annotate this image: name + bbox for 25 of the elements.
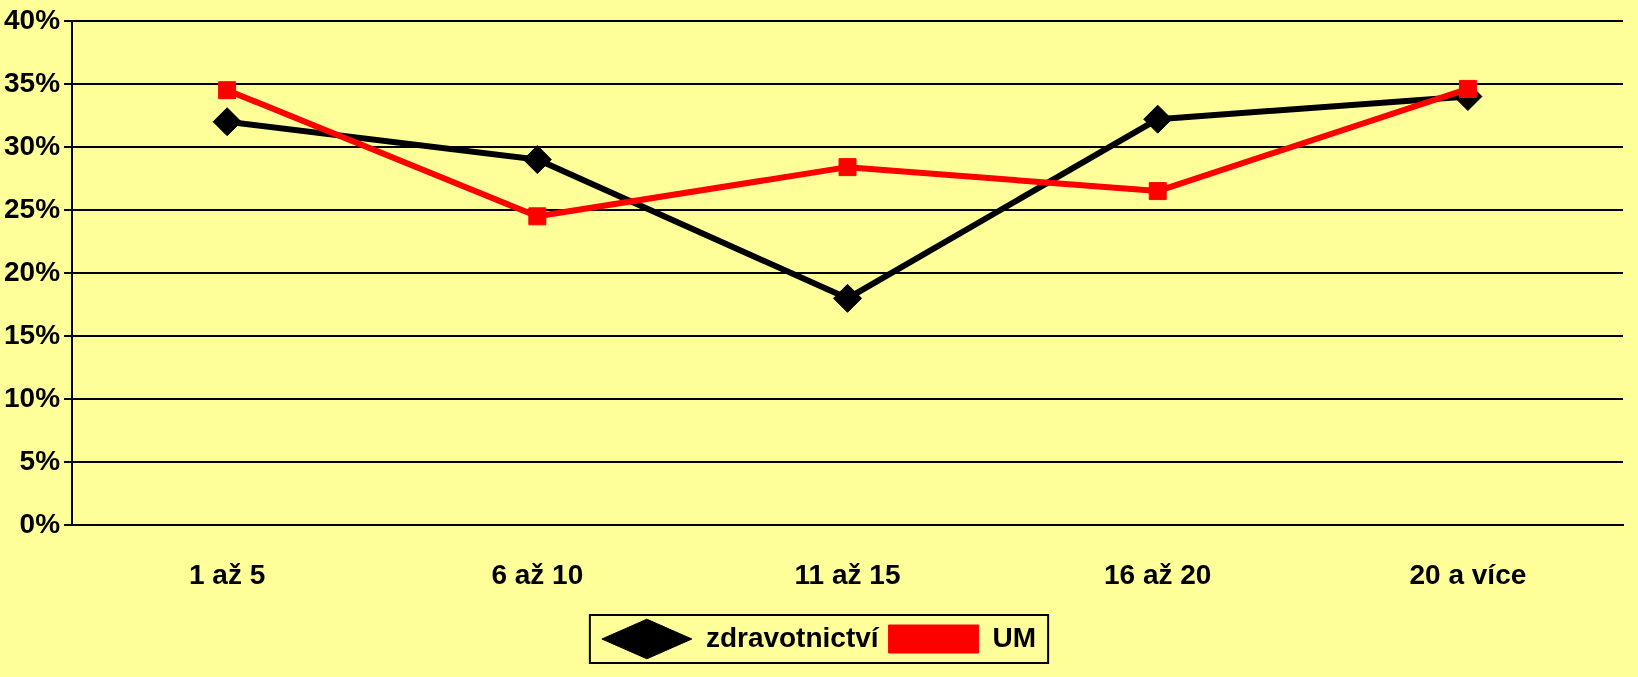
y-tick-label: 35%	[3, 66, 61, 98]
y-tick-label: 5%	[19, 445, 61, 477]
legend-label: UM	[992, 621, 1037, 653]
point	[212, 107, 242, 137]
x-tick-label: 1 až 5	[189, 558, 266, 590]
y-tick-label: 20%	[3, 255, 61, 287]
y-tick-label: 25%	[3, 192, 61, 224]
y-tick-label: 15%	[3, 318, 61, 350]
point	[838, 158, 857, 177]
point	[1143, 104, 1173, 134]
point	[528, 207, 547, 226]
point	[833, 283, 863, 313]
x-tick-label: 20 a více	[1409, 558, 1527, 590]
y-tick-label: 10%	[3, 381, 61, 413]
point	[1148, 182, 1167, 201]
legend-label: zdravotnictví	[705, 621, 880, 653]
y-tick-label: 30%	[3, 129, 61, 161]
x-tick-label: 11 až 15	[794, 558, 901, 590]
point	[522, 145, 552, 175]
x-tick-label: 6 až 10	[491, 558, 584, 590]
point	[1458, 79, 1477, 98]
y-tick-label: 40%	[3, 3, 61, 35]
x-tick-label: 16 až 20	[1104, 558, 1212, 590]
y-tick-label: 0%	[19, 508, 61, 540]
point	[218, 81, 237, 100]
